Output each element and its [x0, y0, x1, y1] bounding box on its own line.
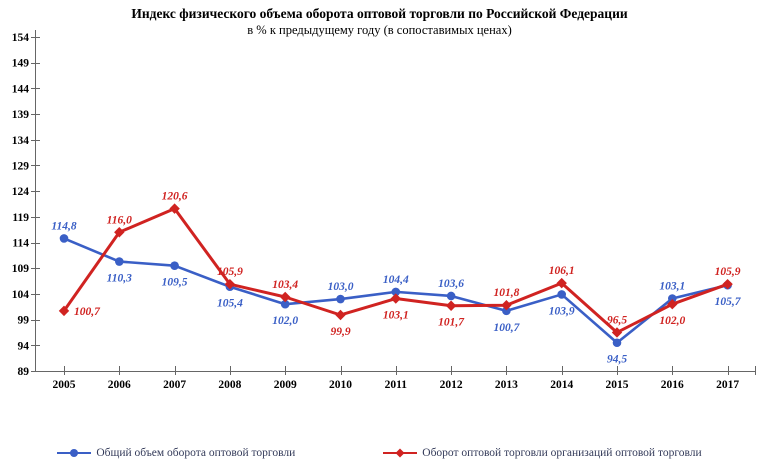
svg-text:105,9: 105,9 — [715, 266, 741, 278]
svg-text:103,1: 103,1 — [659, 281, 685, 293]
svg-text:94: 94 — [18, 340, 30, 352]
svg-text:103,1: 103,1 — [383, 310, 409, 322]
svg-text:89: 89 — [18, 366, 30, 378]
svg-text:2011: 2011 — [385, 379, 408, 391]
svg-text:103,6: 103,6 — [438, 278, 464, 290]
svg-text:101,7: 101,7 — [438, 317, 465, 329]
svg-text:149: 149 — [12, 58, 30, 70]
svg-text:2010: 2010 — [329, 379, 352, 391]
svg-text:99,9: 99,9 — [330, 326, 350, 338]
line-circle-marker-icon — [57, 448, 92, 458]
svg-text:120,6: 120,6 — [162, 191, 188, 203]
line-diamond-marker-icon — [383, 448, 418, 458]
svg-text:109: 109 — [12, 263, 30, 275]
series-diamond: 100,7 116,0 120,6 105,9 103,4 99,9 103,1 101,7 1… — [58, 191, 741, 338]
legend-item-total-volume: Общий объем оборота оптовой торговли — [57, 447, 295, 459]
svg-text:124: 124 — [12, 186, 30, 198]
svg-text:134: 134 — [12, 135, 30, 147]
svg-text:2016: 2016 — [661, 379, 684, 391]
legend: Общий объем оборота оптовой торговли Обо… — [0, 447, 759, 459]
legend-label: Общий объем оборота оптовой торговли — [96, 447, 296, 459]
svg-text:2012: 2012 — [440, 379, 463, 391]
svg-text:144: 144 — [12, 83, 30, 95]
svg-text:103,0: 103,0 — [328, 281, 354, 293]
svg-text:2017: 2017 — [716, 379, 739, 391]
svg-text:105,4: 105,4 — [217, 298, 243, 310]
svg-text:114,8: 114,8 — [51, 220, 76, 232]
plot-area: 89 94 99 104 109 114 119 124 129 134 139 144 149 154 2… — [12, 30, 756, 391]
svg-text:102,0: 102,0 — [659, 315, 685, 327]
svg-text:116,0: 116,0 — [107, 214, 132, 226]
svg-text:139: 139 — [12, 109, 30, 121]
svg-text:154: 154 — [12, 32, 30, 44]
svg-text:96,5: 96,5 — [607, 314, 627, 326]
svg-text:2006: 2006 — [108, 379, 131, 391]
chart-subtitle: в % к предыдущему году (в сопоставимых ц… — [247, 23, 512, 37]
legend-label: Оборот оптовой торговли организаций опто… — [422, 447, 702, 459]
chart-title: Индекс физического объема оборота оптово… — [131, 6, 628, 21]
svg-text:114: 114 — [12, 238, 29, 250]
svg-text:101,8: 101,8 — [493, 287, 519, 299]
svg-text:104,4: 104,4 — [383, 274, 409, 286]
svg-text:94,5: 94,5 — [607, 354, 627, 366]
svg-text:100,7: 100,7 — [493, 322, 520, 334]
axes: 89 94 99 104 109 114 119 124 129 134 139 144 149 154 2… — [12, 30, 756, 391]
svg-text:100,7: 100,7 — [74, 306, 101, 318]
svg-text:103,9: 103,9 — [549, 305, 575, 317]
series-circle: 114,8 110,3 109,5 105,4 102,0 103,0 104,4 103,6… — [51, 220, 741, 365]
svg-text:2009: 2009 — [274, 379, 297, 391]
svg-text:119: 119 — [12, 212, 29, 224]
svg-text:106,1: 106,1 — [549, 265, 575, 277]
svg-text:105,7: 105,7 — [715, 296, 742, 308]
svg-text:2007: 2007 — [163, 379, 186, 391]
svg-text:2014: 2014 — [550, 379, 573, 391]
svg-text:109,5: 109,5 — [162, 277, 188, 289]
svg-text:104: 104 — [12, 289, 30, 301]
svg-text:129: 129 — [12, 160, 30, 172]
svg-text:99: 99 — [18, 315, 30, 327]
svg-text:2008: 2008 — [218, 379, 241, 391]
svg-text:2013: 2013 — [495, 379, 518, 391]
svg-text:2015: 2015 — [606, 379, 629, 391]
svg-text:103,4: 103,4 — [272, 279, 298, 291]
legend-item-org-turnover: Оборот оптовой торговли организаций опто… — [383, 447, 702, 459]
svg-text:102,0: 102,0 — [272, 315, 298, 327]
svg-text:105,9: 105,9 — [217, 266, 243, 278]
svg-text:110,3: 110,3 — [107, 273, 132, 285]
svg-text:2005: 2005 — [53, 379, 76, 391]
